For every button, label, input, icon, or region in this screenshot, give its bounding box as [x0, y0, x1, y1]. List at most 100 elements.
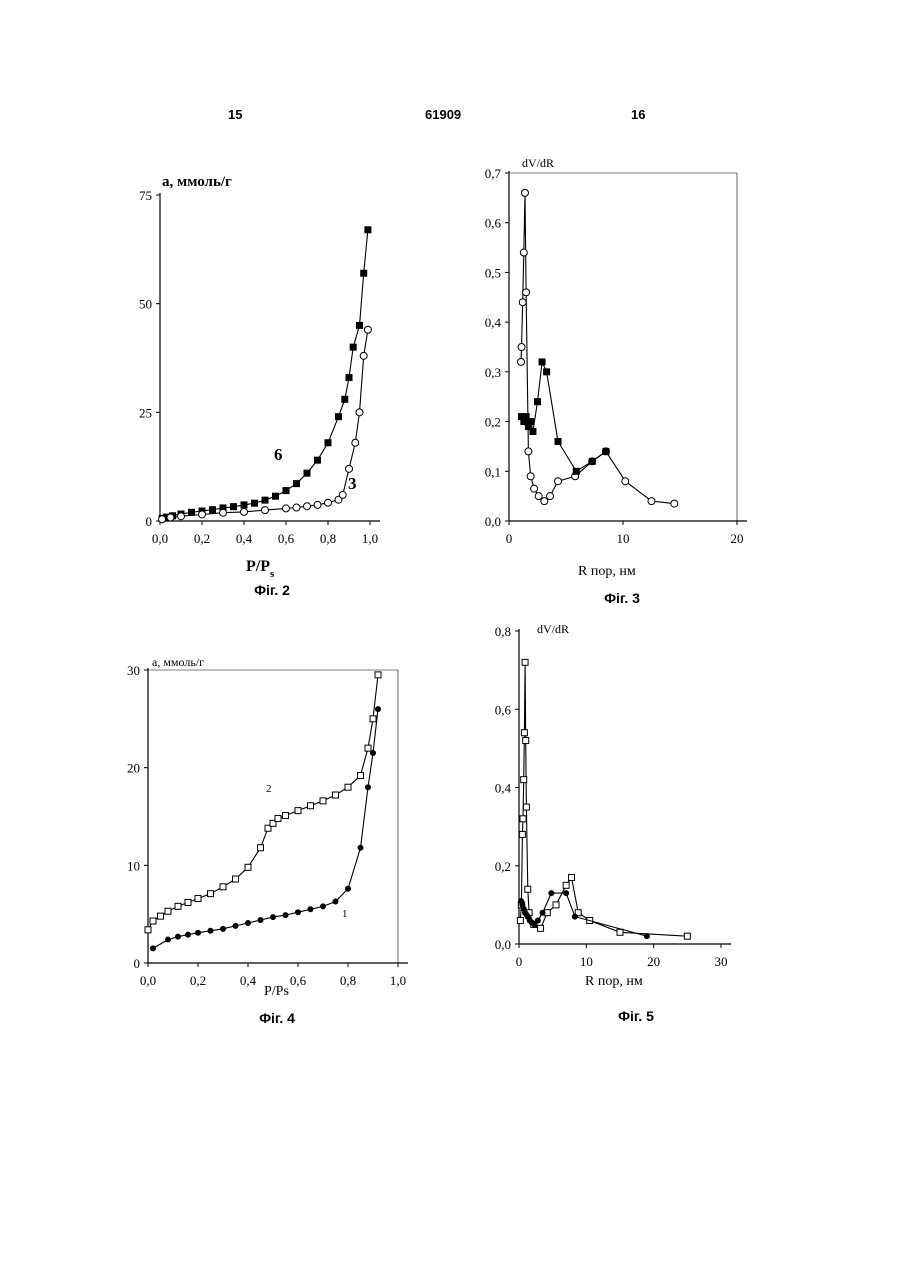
y-axis-label: a, ммоль/г [152, 655, 204, 669]
data-point [230, 503, 237, 510]
data-point [220, 509, 227, 516]
data-point [365, 784, 371, 790]
x-axis-label: R пор, нм [585, 974, 643, 989]
data-point [563, 882, 569, 888]
x-tick-label: 10 [617, 531, 630, 546]
data-point [195, 930, 201, 936]
data-point [518, 344, 525, 351]
data-point [525, 886, 531, 892]
data-point [553, 902, 559, 908]
data-point [283, 505, 290, 512]
data-point [521, 730, 527, 736]
y-tick-label: 0 [146, 514, 153, 529]
y-tick-label: 0,5 [485, 265, 501, 280]
data-point [185, 899, 191, 905]
data-point [358, 772, 364, 778]
data-point [314, 457, 321, 464]
figures-canvas: 0,00,20,40,60,81,00255075a, ммоль/гP/Ps6… [0, 0, 901, 1273]
curve-label: 6 [274, 445, 283, 464]
figure-3-caption: Фіг. 3 [604, 590, 640, 606]
data-point [555, 478, 562, 485]
data-point [208, 928, 214, 934]
y-tick-label: 0,8 [495, 624, 511, 639]
y-tick-label: 0,2 [495, 859, 511, 874]
data-point [320, 903, 326, 909]
data-point [325, 499, 332, 506]
data-point [208, 891, 214, 897]
data-point [308, 906, 314, 912]
x-tick-label: 30 [715, 954, 728, 969]
figure-4-chart: 0,00,20,40,60,81,00102030a, ммоль/гP/Ps2… [127, 655, 408, 999]
x-axis-label: P/Ps [246, 558, 275, 580]
data-point [245, 920, 251, 926]
data-point [270, 914, 276, 920]
series-line [162, 230, 368, 519]
curve-label: 2 [266, 783, 272, 795]
data-point [272, 493, 279, 500]
y-tick-label: 0,3 [485, 365, 501, 380]
x-axis-label: R пор, нм [578, 564, 636, 579]
x-tick-label: 10 [580, 954, 593, 969]
data-point [293, 480, 300, 487]
data-point [360, 270, 367, 277]
data-point [375, 672, 381, 678]
data-point [573, 468, 580, 475]
x-tick-label: 0,0 [152, 531, 168, 546]
data-point [233, 876, 239, 882]
curve-label: 1 [342, 908, 348, 920]
x-tick-label: 0,4 [240, 973, 257, 988]
y-axis-label: dV/dR [537, 622, 569, 636]
data-point [346, 465, 353, 472]
series-line [520, 662, 687, 936]
figure-4-caption: Фіг. 4 [259, 1010, 295, 1026]
data-point [333, 792, 339, 798]
x-tick-label: 0,8 [320, 531, 336, 546]
data-point [519, 299, 526, 306]
data-point [684, 933, 690, 939]
data-point [517, 358, 524, 365]
data-point [233, 923, 239, 929]
curve-label: 3 [348, 474, 357, 493]
data-point [365, 745, 371, 751]
data-point [569, 874, 575, 880]
data-point [167, 514, 174, 521]
y-axis-label: dV/dR [522, 156, 554, 170]
data-point [350, 344, 357, 351]
data-point [535, 493, 542, 500]
data-point [283, 813, 289, 819]
data-point [345, 886, 351, 892]
data-point [345, 784, 351, 790]
data-point [602, 448, 609, 455]
data-point [523, 289, 530, 296]
data-point [150, 918, 156, 924]
data-point [339, 491, 346, 498]
y-tick-label: 0,1 [485, 464, 501, 479]
data-point [258, 917, 264, 923]
x-tick-label: 0,0 [140, 973, 156, 988]
data-point [325, 439, 332, 446]
data-point [251, 500, 258, 507]
data-point [517, 918, 523, 924]
figure-3-chart: 010200,00,10,20,30,40,50,60,7dV/dRR пор,… [485, 156, 747, 579]
data-point [346, 374, 353, 381]
y-tick-label: 0,4 [495, 781, 512, 796]
series-line [522, 362, 606, 471]
y-tick-label: 0,0 [495, 937, 511, 952]
data-point [258, 845, 264, 851]
data-point [293, 504, 300, 511]
data-point [358, 845, 364, 851]
data-point [295, 808, 301, 814]
series-line [162, 330, 368, 520]
x-tick-label: 0 [516, 954, 523, 969]
data-point [356, 409, 363, 416]
data-point [547, 493, 554, 500]
figure-2-caption: Фіг. 2 [254, 582, 290, 598]
data-point [356, 322, 363, 329]
x-tick-label: 1,0 [390, 973, 406, 988]
data-point [245, 864, 251, 870]
y-tick-label: 75 [139, 188, 152, 203]
data-point [185, 932, 191, 938]
x-tick-label: 0,6 [290, 973, 307, 988]
data-point [521, 777, 527, 783]
data-point [364, 326, 371, 333]
